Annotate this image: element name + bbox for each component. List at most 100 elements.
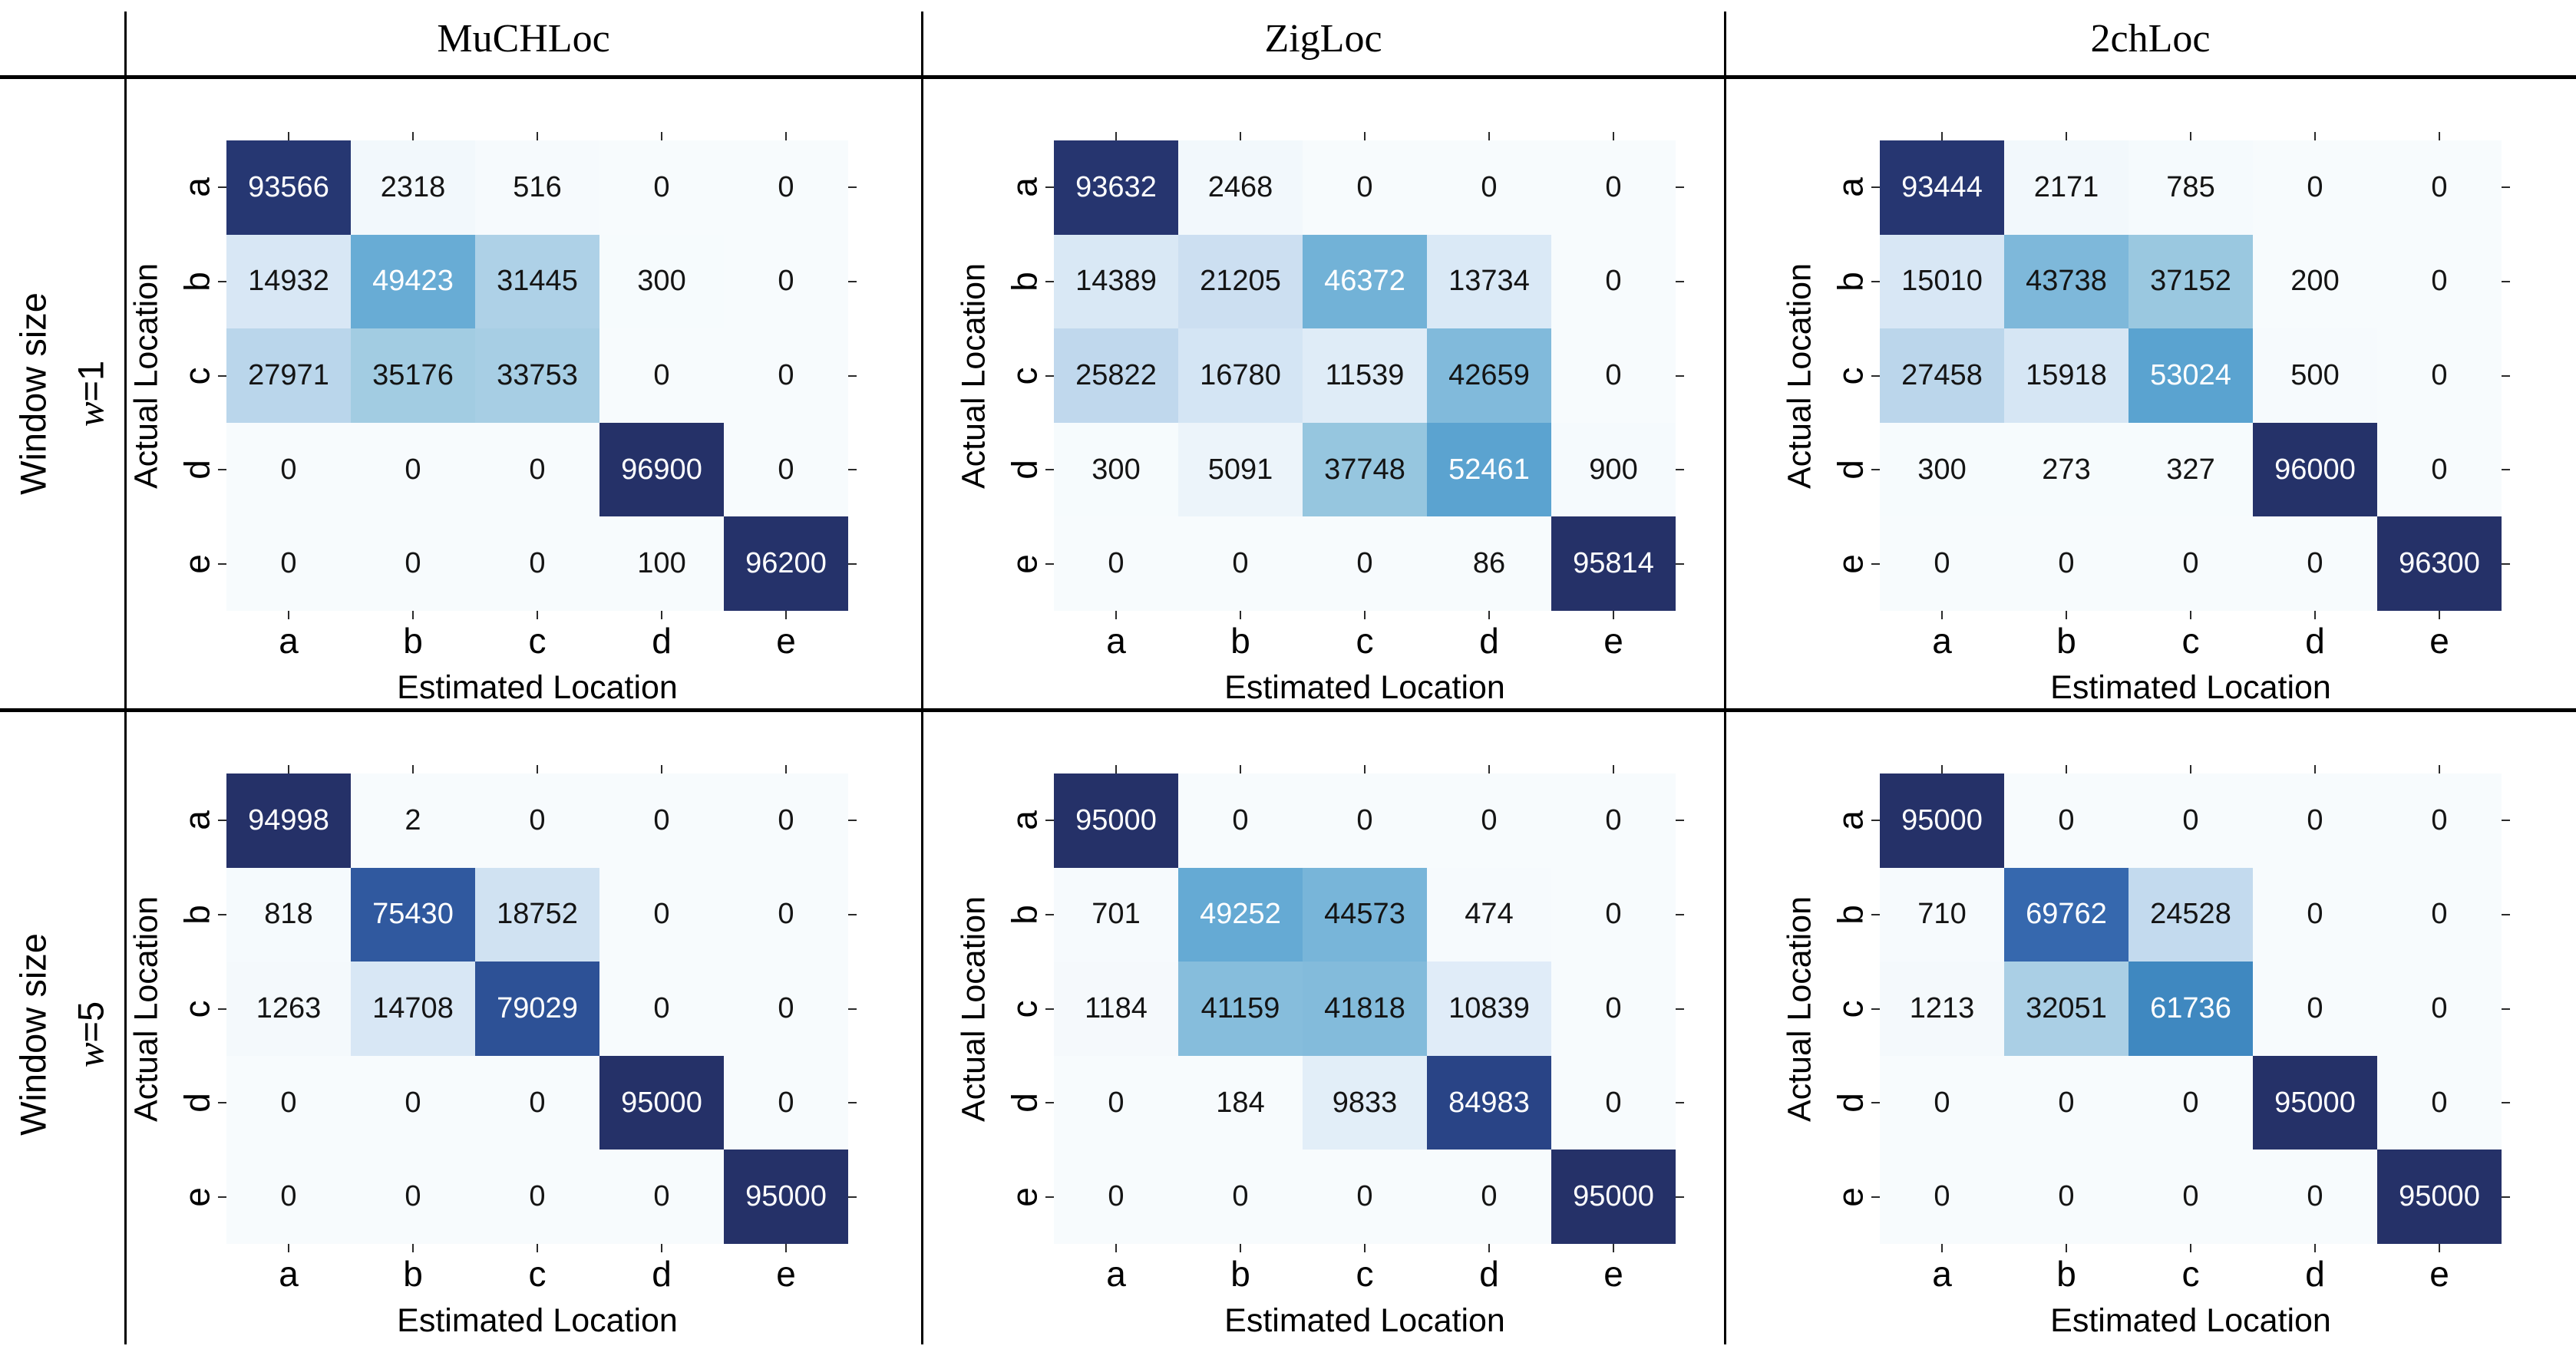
x-tick-labels: a b c d e	[226, 611, 848, 658]
x-tick-label: c	[2181, 1254, 2200, 1294]
left-axis-tick-mark	[218, 374, 226, 377]
y-tick-label: c	[1004, 367, 1045, 384]
panel-w1-muchloc: Actual Location a b c d e 93566 2318 516 0 0 14932 4…	[125, 77, 922, 710]
x-tick-label: b	[2056, 1254, 2076, 1294]
heatmap-cell: 27971	[226, 328, 351, 423]
x-axis-label: Estimated Location	[1224, 1302, 1505, 1339]
heatmap-cell: 16780	[1178, 328, 1303, 423]
left-axis-tick-mark	[218, 562, 226, 565]
bottom-axis-tick-mark	[537, 611, 538, 619]
right-axis-tick-mark	[1676, 374, 1684, 377]
y-tick-label: e	[1830, 553, 1871, 574]
bottom-axis-tick-mark	[2190, 1244, 2191, 1252]
heatmap-cell: 32051	[2004, 962, 2129, 1056]
heatmap-cell: 79029	[475, 962, 599, 1056]
right-axis-tick-mark	[2502, 469, 2510, 471]
right-axis-tick-mark	[848, 469, 857, 471]
top-axis-tick-mark	[2314, 765, 2316, 774]
y-axis-label: Actual Location	[125, 140, 167, 611]
x-axis-label: Estimated Location	[1224, 669, 1505, 706]
left-axis-tick-mark	[218, 1008, 226, 1010]
heatmap-cell: 2318	[351, 140, 475, 235]
heatmap-cell: 14932	[226, 234, 351, 329]
y-axis-label-text: Actual Location	[1781, 262, 1818, 489]
y-tick-label: a	[1830, 810, 1871, 831]
x-tick-label: e	[776, 621, 796, 661]
top-axis-tick-mark	[1115, 765, 1117, 774]
bottom-axis-tick-mark	[2066, 611, 2067, 619]
bottom-axis-tick-mark	[2066, 1244, 2067, 1252]
heatmap-cell: 0	[1178, 516, 1303, 611]
heatmap-cell: 2468	[1178, 140, 1303, 235]
heatmap-cell: 0	[1303, 140, 1427, 235]
y-tick-label: d	[177, 1093, 217, 1113]
heatmap-cell: 35176	[351, 328, 475, 423]
row-label-title: Window size	[12, 933, 54, 1136]
top-axis-tick-mark	[412, 765, 414, 774]
heatmap-cell: 0	[1880, 1150, 2004, 1244]
heatmap-cell: 13734	[1427, 234, 1551, 329]
y-tick-label: d	[1004, 460, 1045, 480]
x-tick-label: d	[2305, 621, 2325, 661]
heatmap-cell: 0	[2253, 774, 2377, 868]
heatmap-cell: 300	[1054, 422, 1178, 517]
heatmap-cell: 0	[1551, 774, 1676, 868]
top-axis-tick-mark	[1613, 132, 1614, 140]
heatmap-cell: 327	[2129, 422, 2253, 517]
heatmap-cell: 5091	[1178, 422, 1303, 517]
y-tick-label: e	[177, 1186, 217, 1207]
y-tick-label: a	[177, 810, 217, 831]
row-label-w5: Window size w=5	[0, 710, 125, 1359]
bottom-axis-tick-mark	[1613, 1244, 1614, 1252]
top-axis-tick-mark	[785, 132, 787, 140]
y-tick-label: b	[1004, 272, 1045, 292]
heatmap-cell: 0	[724, 234, 848, 329]
heatmap-cell: 95000	[599, 1055, 724, 1150]
heatmap-cell: 42659	[1427, 328, 1551, 423]
left-axis-tick-mark	[1045, 280, 1054, 282]
bottom-axis-tick-mark	[1488, 1244, 1490, 1252]
heatmap-cell: 273	[2004, 422, 2129, 517]
heatmap-cell: 0	[2253, 962, 2377, 1056]
column-title-muchloc: MuCHLoc	[437, 16, 610, 61]
heatmap-cell: 0	[724, 962, 848, 1056]
column-divider-line-2	[1724, 12, 1726, 1344]
heatmap-cell: 0	[351, 516, 475, 611]
heatmap-cell: 0	[599, 774, 724, 868]
y-tick-label: b	[177, 272, 217, 292]
x-tick-labels: a b c d e	[1880, 611, 2502, 658]
heatmap-cell: 49423	[351, 234, 475, 329]
x-tick-label: a	[1932, 621, 1952, 661]
heatmap: 95000 0 0 0 0 701 49252 44573 474 0 1184 41159 41818…	[1045, 765, 1684, 1252]
heatmap-cell: 95000	[1880, 774, 2004, 868]
left-axis-tick-mark	[1045, 1196, 1054, 1198]
heatmap-cell: 0	[1178, 774, 1303, 868]
top-axis-tick-mark	[1364, 132, 1366, 140]
left-axis-tick-mark	[1871, 1008, 1880, 1010]
right-axis-tick-mark	[1676, 820, 1684, 822]
bottom-axis-tick-mark	[785, 611, 787, 619]
heatmap-cell: 0	[351, 1055, 475, 1150]
heatmap-cell: 41159	[1178, 962, 1303, 1056]
top-axis-tick-mark	[2066, 132, 2067, 140]
x-tick-labels: a b c d e	[226, 1244, 848, 1291]
left-axis-tick-mark	[218, 186, 226, 189]
heatmap-cell: 0	[1551, 234, 1676, 329]
heatmap-cell: 95814	[1551, 516, 1676, 611]
y-tick-label: a	[177, 177, 217, 198]
heatmap-cell: 0	[1551, 867, 1676, 962]
row-label-w-value: =1	[69, 360, 111, 401]
y-tick-label: b	[1830, 272, 1871, 292]
x-tick-label: a	[1932, 1254, 1952, 1294]
right-axis-tick-mark	[848, 1102, 857, 1104]
right-axis-tick-mark	[2502, 374, 2510, 377]
heatmap-cell: 14389	[1054, 234, 1178, 329]
x-tick-label: b	[1230, 621, 1250, 661]
heatmap-cell: 0	[1303, 1150, 1427, 1244]
left-axis-tick-mark	[1045, 469, 1054, 471]
right-axis-tick-mark	[2502, 280, 2510, 282]
x-tick-labels: a b c d e	[1880, 1244, 2502, 1291]
top-axis-tick-mark	[661, 132, 662, 140]
heatmap-cell: 44573	[1303, 867, 1427, 962]
